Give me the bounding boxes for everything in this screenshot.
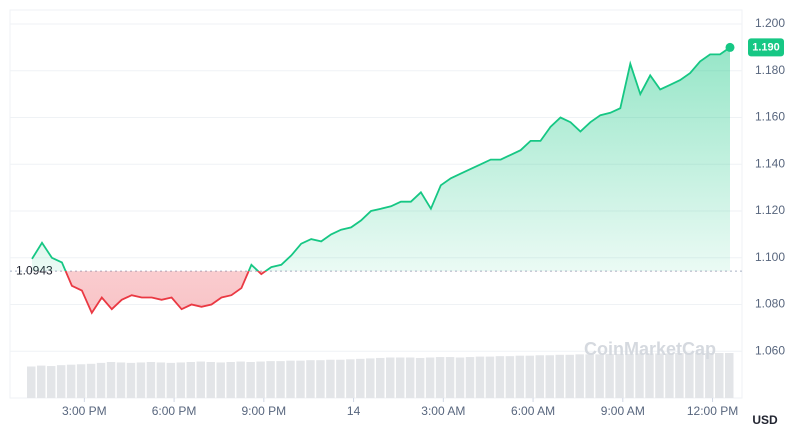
y-tick-label: 1.080 [755,297,785,311]
volume-bar [276,361,285,398]
volume-bar [705,353,714,398]
volume-bar [715,353,724,398]
volume-bar [545,355,555,398]
volume-bar [695,353,704,398]
volume-bar [27,366,36,398]
volume-bar [266,361,275,398]
volume-bar [86,363,96,398]
last-price-box [748,38,784,57]
area-down [32,271,730,313]
currency-label: USD [752,413,778,427]
volume-bar [725,353,734,398]
volume-bar [515,355,525,398]
x-tick-label: 6:00 AM [511,404,555,418]
volume-bar [495,356,505,398]
x-tick-label: 9:00 PM [241,404,286,418]
volume-bar [575,354,584,398]
volume-bar [685,353,694,398]
volume-bar [166,362,176,398]
volume-bar [136,362,146,398]
volume-bar [106,362,116,398]
y-tick-label: 1.100 [755,250,785,264]
volume-bar [226,362,235,398]
volume-bar [565,354,574,398]
volume-bar [306,360,315,398]
volume-bar [595,354,604,398]
y-tick-label: 1.140 [755,156,785,170]
volume-bar [665,353,674,398]
volume-bar [96,362,106,398]
y-tick-label: 1.120 [755,203,785,217]
volume-bar [126,362,136,398]
volume-bar [176,362,186,398]
price-line-up [31,46,731,272]
volume-bar [216,362,225,398]
watermark: CoinMarketCap [584,339,716,359]
volume-bar [56,365,66,398]
volume-bar [385,357,395,398]
volume-bar [585,354,594,398]
volume-bar [206,362,215,398]
volume-bar [46,366,56,398]
x-tick-label: 9:00 AM [601,404,645,418]
x-tick-label: 6:00 PM [152,404,197,418]
plot-frame [9,9,743,399]
last-point [725,42,735,52]
volume-bar [326,359,335,398]
last-price-label: 1.190 [752,41,780,53]
volume-bar [236,361,245,398]
volume-bar [475,356,485,398]
y-tick-label: 1.160 [755,110,785,124]
x-tick-label: 12:00 PM [687,404,738,418]
volume-bar [316,360,325,398]
x-tick-label: 3:00 AM [421,404,465,418]
x-tick-label: 14 [347,404,361,418]
volume-bar [366,358,375,398]
volume-bar [66,364,76,398]
volume-bar [425,357,435,398]
volume-bar [445,357,455,398]
volume-bar [655,353,664,398]
volume-bar [246,362,255,398]
volume-bar [405,357,415,398]
area-up [32,47,730,272]
volume-bar [435,357,445,398]
volume-bar [525,355,535,398]
volume-bar [296,360,305,398]
volume-bar [485,356,495,398]
volume-bar [505,356,515,398]
volume-bar [455,357,465,398]
y-tick-label: 1.180 [755,63,785,77]
volume-bar [645,353,654,398]
volume-bar [36,365,46,398]
volume-bar [156,362,166,398]
volume-bar [356,358,365,398]
volume-bar [615,353,624,398]
volume-bar [635,353,644,398]
volume-bar [336,359,345,398]
volume-bar [395,357,405,398]
volume-bar [116,362,126,398]
y-tick-label: 1.060 [755,343,785,357]
volume-bar [555,354,564,398]
price-line-down [64,271,268,315]
volume-bar [286,360,295,398]
volume-bar [465,357,475,398]
volume-bar [625,353,634,398]
volume-bar [256,361,265,398]
y-tick-label: 1.200 [755,16,785,30]
volume-bar [346,359,355,398]
volume-bar [196,361,206,398]
volume-bar [186,362,196,398]
volume-bar [675,353,684,398]
volume-bar [376,357,385,398]
x-tick-label: 3:00 PM [62,404,107,418]
volume-bar [605,353,614,398]
volume-bar [535,355,545,398]
volume-bar [76,364,86,398]
volume-bar [146,362,156,398]
volume-bar [415,357,425,398]
